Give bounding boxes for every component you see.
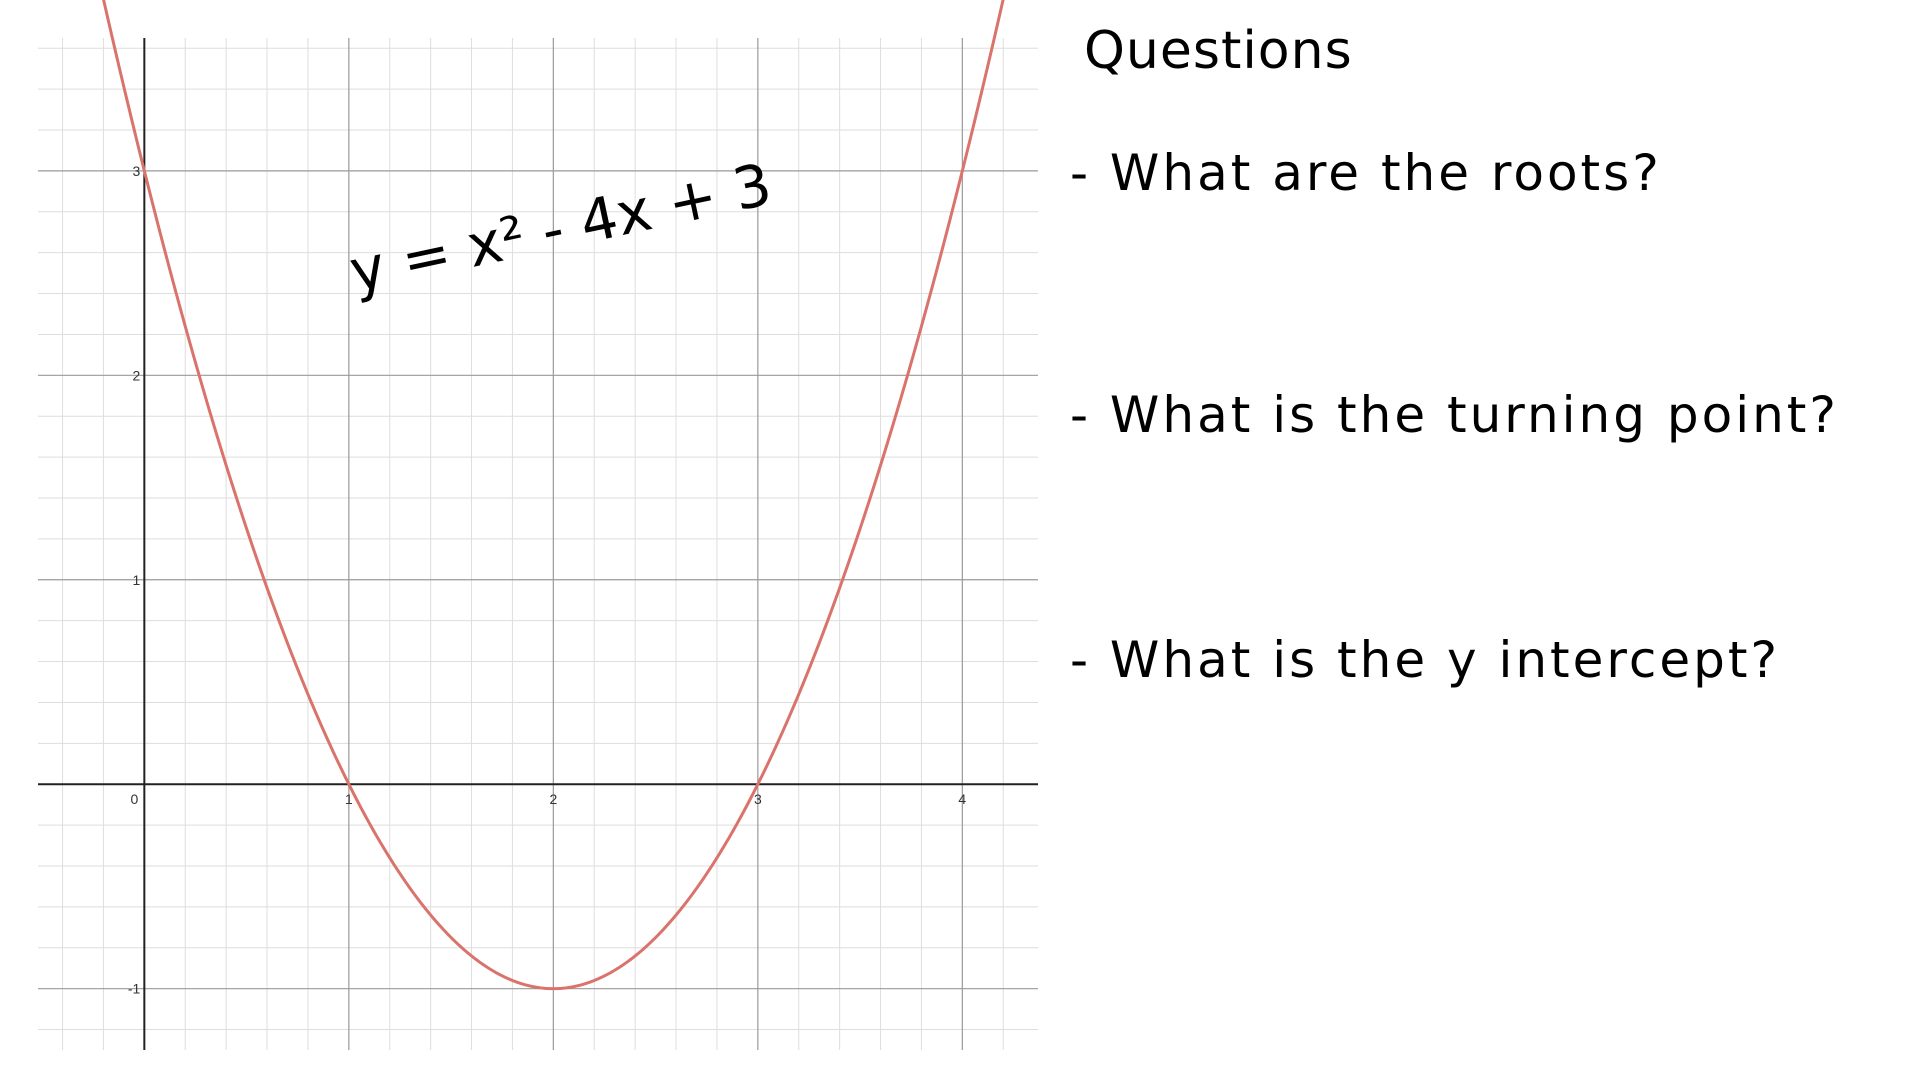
x-tick-label: 3 [754, 791, 762, 807]
y-tick-label: 1 [133, 572, 141, 588]
parabola-curve [102, 0, 1005, 991]
y-tick-label: 2 [133, 367, 141, 383]
questions-title: Questions [1084, 21, 1353, 81]
x-tick-label: 0 [130, 791, 138, 807]
x-tick-label: 4 [958, 791, 966, 807]
question-y-intercept: - What is the y intercept? [1070, 631, 1781, 689]
x-tick-label: 2 [549, 791, 557, 807]
equation-annotation: y = x² - 4x + 3 [344, 150, 778, 306]
question-turning-point: - What is the turning point? [1070, 386, 1839, 444]
question-roots: - What are the roots? [1070, 144, 1662, 202]
x-tick-label: 1 [345, 791, 353, 807]
y-tick-label: -1 [128, 981, 141, 997]
y-tick-label: 3 [133, 163, 141, 179]
questions-panel: Questions - What are the roots? - What i… [1070, 20, 1890, 740]
